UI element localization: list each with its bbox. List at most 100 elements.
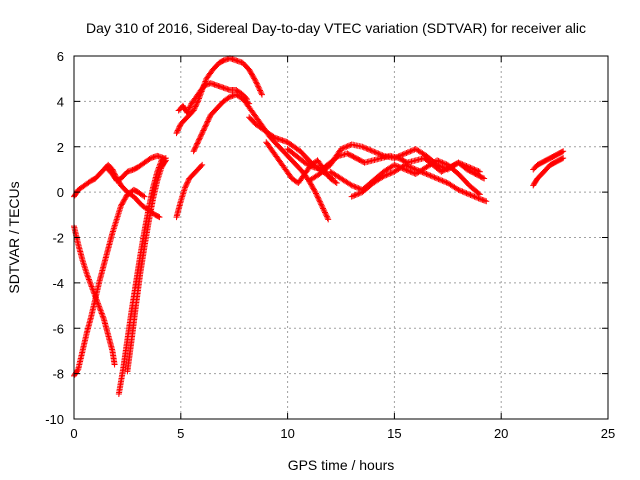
data-point bbox=[200, 126, 207, 133]
data-point bbox=[140, 192, 147, 199]
data-point bbox=[111, 361, 118, 368]
data-point bbox=[410, 165, 417, 172]
data-point bbox=[462, 162, 469, 169]
data-point bbox=[351, 192, 358, 199]
data-point bbox=[367, 147, 374, 154]
data-series bbox=[530, 148, 567, 173]
data-point bbox=[468, 165, 475, 172]
data-point bbox=[391, 161, 398, 168]
data-point bbox=[318, 201, 325, 208]
data-point bbox=[434, 157, 441, 164]
data-point bbox=[196, 135, 203, 142]
data-point bbox=[193, 100, 200, 107]
data-point bbox=[314, 194, 321, 201]
data-point bbox=[205, 115, 212, 122]
data-point bbox=[400, 151, 407, 158]
data-point bbox=[463, 163, 470, 170]
data-point bbox=[438, 177, 445, 184]
data-point bbox=[426, 172, 433, 179]
data-point bbox=[194, 140, 201, 147]
data-point bbox=[470, 193, 477, 200]
data-point bbox=[463, 190, 470, 197]
data-point bbox=[407, 164, 414, 171]
data-point bbox=[364, 146, 371, 153]
data-point bbox=[371, 148, 378, 155]
y-tick-label: -6 bbox=[52, 321, 64, 336]
data-point bbox=[392, 162, 399, 169]
data-point bbox=[86, 277, 93, 284]
data-point bbox=[252, 77, 259, 84]
data-point bbox=[348, 182, 355, 189]
data-point bbox=[196, 136, 203, 143]
data-point bbox=[475, 195, 482, 202]
data-point bbox=[432, 174, 439, 181]
data-series bbox=[103, 152, 167, 184]
data-point bbox=[246, 66, 253, 73]
data-point bbox=[472, 167, 479, 174]
data-point bbox=[84, 272, 91, 279]
y-tick-label: -4 bbox=[52, 276, 64, 291]
data-point bbox=[83, 270, 90, 277]
data-point bbox=[225, 94, 232, 101]
data-point bbox=[394, 153, 401, 160]
data-point bbox=[388, 169, 395, 176]
data-point bbox=[422, 170, 429, 177]
data-point bbox=[356, 190, 363, 197]
data-point bbox=[434, 175, 441, 182]
y-tick-label: 6 bbox=[57, 49, 64, 64]
data-series bbox=[190, 91, 253, 155]
data-point bbox=[193, 102, 200, 109]
data-point bbox=[455, 159, 462, 166]
data-point bbox=[174, 127, 181, 134]
data-point bbox=[436, 176, 443, 183]
data-point bbox=[435, 157, 442, 164]
data-point bbox=[323, 213, 330, 220]
data-point bbox=[319, 204, 326, 211]
data-point bbox=[315, 195, 322, 202]
data-point bbox=[85, 276, 92, 283]
data-point bbox=[203, 121, 210, 128]
data-point bbox=[88, 283, 95, 290]
y-tick-label: -2 bbox=[52, 231, 64, 246]
data-point bbox=[87, 279, 94, 286]
data-point bbox=[399, 151, 406, 158]
data-point bbox=[459, 161, 466, 168]
data-point bbox=[249, 72, 256, 79]
data-point bbox=[427, 172, 434, 179]
data-point bbox=[320, 206, 327, 213]
data-point bbox=[174, 128, 181, 135]
data-series bbox=[71, 186, 148, 379]
data-point bbox=[362, 144, 369, 151]
data-point bbox=[370, 148, 377, 155]
data-point bbox=[467, 164, 474, 171]
data-point bbox=[324, 214, 331, 221]
data-point bbox=[438, 159, 445, 166]
data-point bbox=[407, 148, 414, 155]
y-tick-label: 0 bbox=[57, 185, 64, 200]
data-point bbox=[348, 193, 355, 200]
data-series bbox=[124, 157, 169, 375]
data-point bbox=[175, 124, 182, 131]
data-point bbox=[363, 145, 370, 152]
data-point bbox=[247, 69, 254, 76]
data-point bbox=[186, 104, 193, 111]
data-point bbox=[74, 367, 81, 374]
data-point bbox=[428, 173, 435, 180]
data-point bbox=[382, 172, 389, 179]
data-point bbox=[343, 143, 350, 150]
data-point bbox=[351, 183, 358, 190]
data-point bbox=[200, 127, 207, 134]
data-point bbox=[440, 160, 447, 167]
data-point bbox=[366, 146, 373, 153]
data-point bbox=[442, 178, 449, 185]
data-point bbox=[185, 178, 192, 185]
data-point bbox=[193, 141, 200, 148]
data-point bbox=[175, 126, 182, 133]
data-point bbox=[333, 180, 340, 187]
chart-title: Day 310 of 2016, Sidereal Day-to-day VTE… bbox=[86, 20, 586, 36]
data-point bbox=[459, 188, 466, 195]
data-point bbox=[458, 187, 465, 194]
data-point bbox=[414, 167, 421, 174]
data-point bbox=[191, 106, 198, 113]
data-point bbox=[460, 161, 467, 168]
